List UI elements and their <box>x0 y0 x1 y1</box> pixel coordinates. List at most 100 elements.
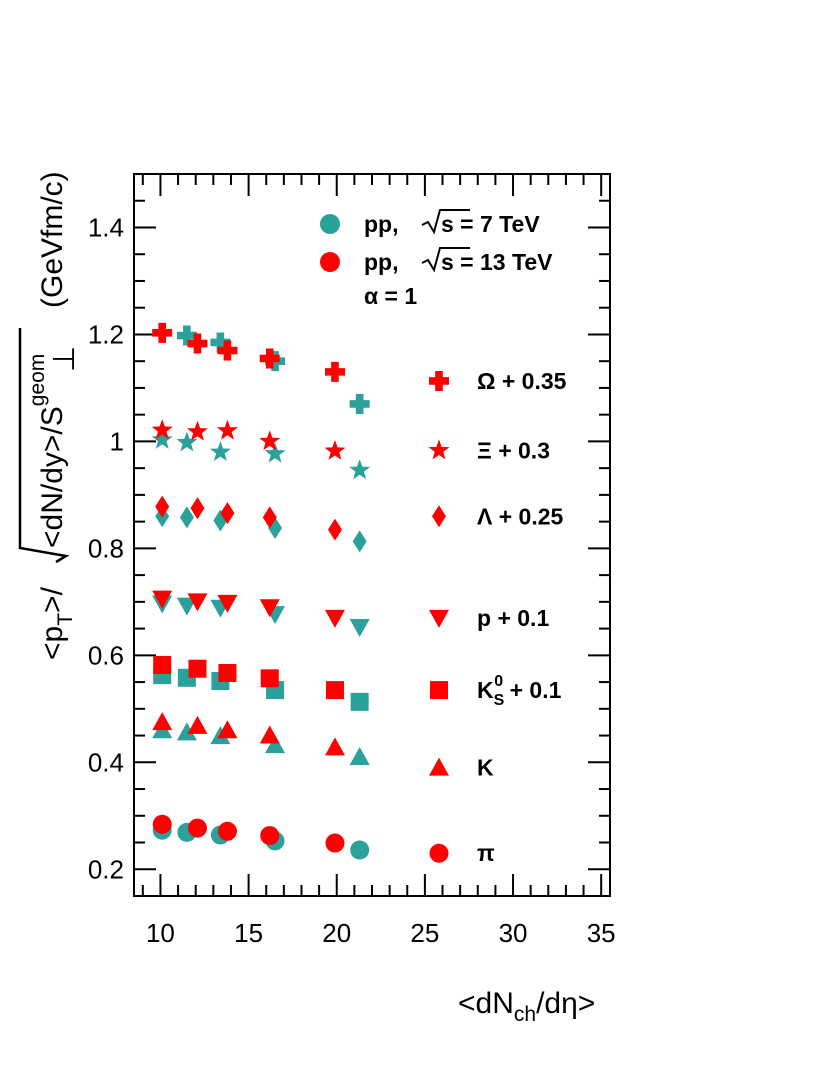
species-marker <box>428 439 450 460</box>
species-marker <box>431 505 446 528</box>
legend: pp, s = 7 TeV pp, s = 13 TeV α = 1 <box>320 209 553 309</box>
y-tick-label: 0.4 <box>88 747 124 777</box>
x-tick-label: 15 <box>234 918 263 948</box>
point-pp13-triangle-down <box>152 590 173 609</box>
species-marker <box>429 681 448 700</box>
point-pp13-triangle-up <box>259 725 280 744</box>
svg-text:⊥: ⊥ <box>48 346 81 372</box>
point-pp13-cross <box>324 361 345 382</box>
species-marker <box>428 370 449 391</box>
point-pp13-triangle-down <box>217 594 238 613</box>
point-pp13-star <box>259 430 281 451</box>
species-label: KS0 + 0.1 <box>477 673 562 709</box>
species-label: K <box>477 755 494 781</box>
y-tick-label: 1.2 <box>88 319 124 349</box>
point-pp13-diamond <box>155 495 170 518</box>
point-pp13-triangle-down <box>324 609 345 628</box>
y-tick-label: 1.4 <box>88 212 124 242</box>
point-pp13-triangle-up <box>217 720 238 739</box>
svg-text:(GeVfm/c): (GeVfm/c) <box>36 171 69 308</box>
point-pp7-diamond <box>179 506 194 529</box>
point-pp13-triangle-up <box>324 737 345 756</box>
point-pp13-square <box>218 663 237 682</box>
point-pp13-triangle-down <box>259 599 280 618</box>
point-pp13-star <box>187 420 208 441</box>
legend-label: pp, <box>364 249 399 275</box>
point-pp7-circle <box>350 840 370 860</box>
y-tick-label: 0.8 <box>88 533 124 563</box>
point-pp7-cross <box>176 325 197 346</box>
point-pp13-star <box>151 419 173 440</box>
legend-marker <box>320 214 340 234</box>
point-pp7-square <box>350 692 369 711</box>
axes-group <box>133 173 611 897</box>
y-tick-label: 0.6 <box>88 640 124 670</box>
species-label: π <box>477 840 495 866</box>
y-axis-title: <pT>/ <dN/dy>/Sgeom ⊥ (GeVfm/c) <box>18 171 81 660</box>
species-labels: Ω + 0.35 Ξ + 0.3 Λ + 0.25 p + 0.1 KS0 + 0.1 K… <box>428 368 567 866</box>
x-axis-title: <dNch/dη> <box>458 987 595 1026</box>
svg-text:<pT>/: <pT>/ <box>36 586 77 660</box>
point-pp13-diamond <box>262 506 277 529</box>
x-tick-label: 25 <box>410 918 439 948</box>
x-tick-label: 35 <box>587 918 616 948</box>
point-pp7-cross <box>210 332 231 353</box>
point-pp13-square <box>260 669 279 688</box>
x-tick-label: 20 <box>322 918 351 948</box>
sqrt-sign <box>421 247 470 273</box>
point-pp7-star <box>176 431 198 452</box>
point-pp13-diamond <box>327 518 342 541</box>
alpha-label: α = 1 <box>364 283 417 309</box>
point-pp13-cross <box>217 340 238 361</box>
point-pp7-triangle-up <box>265 735 286 754</box>
legend-label: pp, <box>364 211 399 237</box>
species-label: Ω + 0.35 <box>477 368 567 394</box>
svg-text:<dNch/dη>: <dNch/dη> <box>458 987 595 1026</box>
data-markers <box>151 322 371 860</box>
point-pp13-triangle-down <box>187 593 208 612</box>
point-pp13-circle <box>187 818 207 838</box>
point-pp13-circle <box>152 814 172 834</box>
x-tick-label: 10 <box>146 918 175 948</box>
species-marker <box>429 843 449 863</box>
point-pp7-triangle-down <box>176 597 197 616</box>
point-pp7-triangle-up <box>176 722 197 741</box>
x-tick-label: 30 <box>499 918 528 948</box>
point-pp7-star <box>264 442 286 463</box>
point-pp7-star <box>151 428 173 449</box>
point-pp13-cross <box>152 322 173 343</box>
point-pp13-diamond <box>190 497 205 520</box>
legend-energy: s = 7 TeV <box>441 211 540 237</box>
point-pp13-cross <box>259 348 280 369</box>
point-pp13-circle <box>325 833 345 853</box>
species-label: Λ + 0.25 <box>477 503 564 529</box>
point-pp13-square <box>325 681 344 700</box>
svg-text:<dN/dy>/Sgeom: <dN/dy>/Sgeom <box>26 354 69 548</box>
species-marker <box>428 609 449 628</box>
point-pp7-cross <box>349 393 370 414</box>
point-pp13-cross <box>187 333 208 354</box>
point-pp7-star <box>209 441 231 461</box>
point-pp13-star <box>324 440 346 460</box>
point-pp13-square <box>153 655 172 674</box>
point-pp13-star <box>216 419 238 440</box>
legend-energy: s = 13 TeV <box>441 249 553 275</box>
species-label: Ξ + 0.3 <box>477 437 550 463</box>
point-pp13-diamond <box>220 502 235 525</box>
point-pp7-diamond <box>352 530 367 553</box>
y-tick-label: 1 <box>110 426 124 456</box>
y-tick-label: 0.2 <box>88 854 124 884</box>
species-label: p + 0.1 <box>477 605 549 631</box>
point-pp7-triangle-down <box>349 618 370 637</box>
point-pp13-triangle-up <box>152 712 173 731</box>
point-pp7-star <box>349 459 371 480</box>
point-pp13-circle <box>260 826 280 846</box>
legend-marker <box>320 252 340 272</box>
sqrt-sign <box>421 209 470 235</box>
point-pp7-triangle-up <box>349 746 370 765</box>
point-pp13-triangle-up <box>187 715 208 734</box>
tick-labels: 10 15 20 25 30 35 0.2 0.4 0.6 0.8 1 1.2 1.4 <box>88 212 616 948</box>
species-marker <box>428 757 449 776</box>
point-pp13-circle <box>217 821 237 841</box>
